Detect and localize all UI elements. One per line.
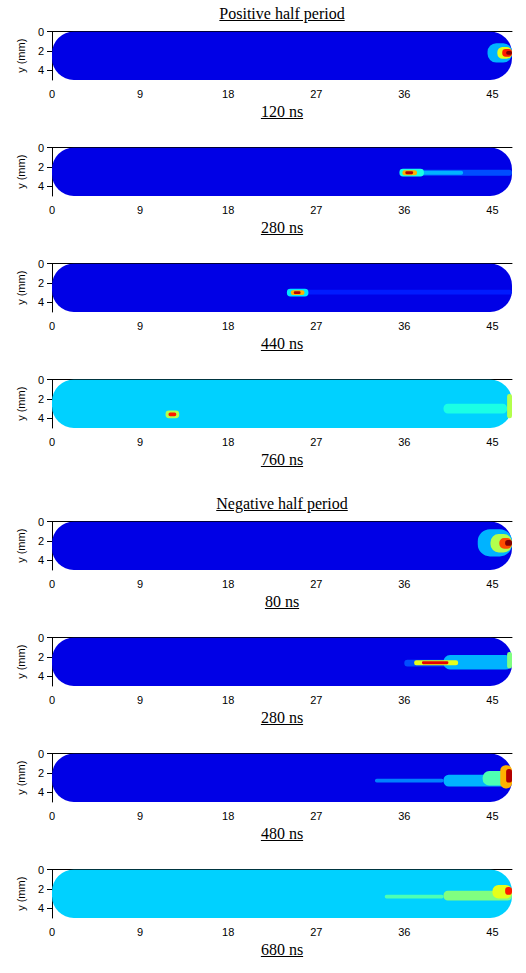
svg-text:9: 9 xyxy=(137,436,143,448)
svg-text:27: 27 xyxy=(310,810,322,822)
svg-text:0: 0 xyxy=(49,436,55,448)
svg-text:0: 0 xyxy=(49,810,55,822)
svg-text:4: 4 xyxy=(38,412,44,424)
svg-text:18: 18 xyxy=(222,810,234,822)
svg-text:36: 36 xyxy=(398,88,410,100)
html-text:760 ns: 760 ns xyxy=(260,451,304,468)
svg-text:4: 4 xyxy=(38,64,44,76)
html-text:80 ns: 80 ns xyxy=(264,593,300,610)
svg-text:36: 36 xyxy=(398,320,410,332)
svg-text:0: 0 xyxy=(38,374,44,386)
svg-text:45: 45 xyxy=(486,810,498,822)
svg-text:y (mm): y (mm) xyxy=(15,39,27,73)
svg-text:27: 27 xyxy=(310,436,322,448)
svg-text:9: 9 xyxy=(137,926,143,938)
svg-text:y (mm): y (mm) xyxy=(15,155,27,189)
svg-text:4: 4 xyxy=(38,296,44,308)
svg-text:18: 18 xyxy=(222,578,234,590)
svg-text:45: 45 xyxy=(486,694,498,706)
svg-text:45: 45 xyxy=(486,204,498,216)
svg-text:2: 2 xyxy=(38,277,44,289)
svg-text:9: 9 xyxy=(137,694,143,706)
svg-text:18: 18 xyxy=(222,436,234,448)
svg-text:y (mm): y (mm) xyxy=(15,645,27,679)
svg-text:9: 9 xyxy=(137,320,143,332)
svg-text:45: 45 xyxy=(486,88,498,100)
svg-text:0: 0 xyxy=(49,204,55,216)
svg-text:0: 0 xyxy=(38,632,44,644)
html-text:280 ns: 280 ns xyxy=(260,219,304,236)
svg-text:9: 9 xyxy=(137,88,143,100)
html-text:680 ns: 680 ns xyxy=(260,941,304,958)
html-text:480 ns: 480 ns xyxy=(260,825,304,842)
svg-text:27: 27 xyxy=(310,694,322,706)
svg-text:4: 4 xyxy=(38,554,44,566)
svg-text:18: 18 xyxy=(222,694,234,706)
svg-text:y (mm): y (mm) xyxy=(15,387,27,421)
html-text:280 ns: 280 ns xyxy=(260,709,304,726)
svg-text:4: 4 xyxy=(38,902,44,914)
svg-text:2: 2 xyxy=(38,45,44,57)
svg-text:0: 0 xyxy=(49,320,55,332)
svg-text:4: 4 xyxy=(38,670,44,682)
svg-text:0: 0 xyxy=(49,88,55,100)
svg-text:0: 0 xyxy=(38,258,44,270)
svg-text:18: 18 xyxy=(222,88,234,100)
svg-text:y (mm): y (mm) xyxy=(15,271,27,305)
svg-text:2: 2 xyxy=(38,651,44,663)
svg-text:18: 18 xyxy=(222,204,234,216)
svg-text:27: 27 xyxy=(310,204,322,216)
svg-text:y (mm): y (mm) xyxy=(15,877,27,911)
svg-text:0: 0 xyxy=(38,26,44,38)
svg-text:18: 18 xyxy=(222,926,234,938)
svg-text:9: 9 xyxy=(137,810,143,822)
svg-text:0: 0 xyxy=(38,142,44,154)
svg-text:36: 36 xyxy=(398,694,410,706)
svg-text:y (mm): y (mm) xyxy=(15,529,27,563)
html-text:Negative half period: Negative half period xyxy=(216,495,348,512)
svg-text:36: 36 xyxy=(398,204,410,216)
svg-text:0: 0 xyxy=(38,748,44,760)
svg-text:0: 0 xyxy=(49,926,55,938)
svg-text:2: 2 xyxy=(38,161,44,173)
svg-text:2: 2 xyxy=(38,883,44,895)
svg-text:y (mm): y (mm) xyxy=(15,761,27,795)
html-text:120 ns: 120 ns xyxy=(260,103,304,120)
svg-text:36: 36 xyxy=(398,578,410,590)
svg-text:4: 4 xyxy=(38,180,44,192)
html-text:440 ns: 440 ns xyxy=(260,335,304,352)
svg-text:0: 0 xyxy=(38,864,44,876)
svg-text:2: 2 xyxy=(38,393,44,405)
svg-text:27: 27 xyxy=(310,320,322,332)
svg-text:0: 0 xyxy=(49,578,55,590)
svg-text:36: 36 xyxy=(398,436,410,448)
svg-text:2: 2 xyxy=(38,535,44,547)
svg-text:4: 4 xyxy=(38,786,44,798)
svg-text:27: 27 xyxy=(310,88,322,100)
svg-text:36: 36 xyxy=(398,926,410,938)
svg-text:27: 27 xyxy=(310,578,322,590)
svg-text:9: 9 xyxy=(137,578,143,590)
svg-text:45: 45 xyxy=(486,436,498,448)
svg-text:0: 0 xyxy=(49,694,55,706)
svg-text:0: 0 xyxy=(38,516,44,528)
svg-text:9: 9 xyxy=(137,204,143,216)
svg-text:45: 45 xyxy=(486,320,498,332)
svg-text:45: 45 xyxy=(486,926,498,938)
svg-text:27: 27 xyxy=(310,926,322,938)
svg-text:36: 36 xyxy=(398,810,410,822)
svg-text:2: 2 xyxy=(38,767,44,779)
svg-text:45: 45 xyxy=(486,578,498,590)
svg-text:18: 18 xyxy=(222,320,234,332)
html-text:Positive half period: Positive half period xyxy=(219,5,345,22)
